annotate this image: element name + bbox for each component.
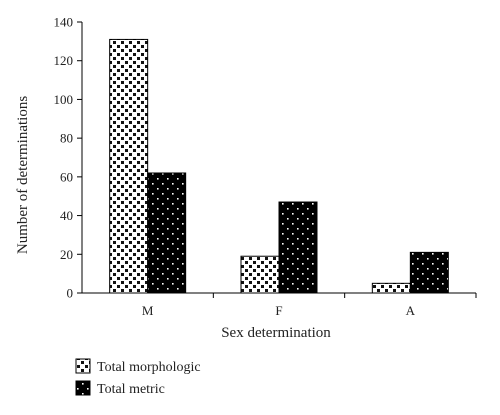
y-tick-label: 140	[54, 15, 74, 30]
legend-item-total-metric: Total metric	[75, 380, 165, 397]
bar-total-metric-f	[278, 201, 318, 294]
bar-total-morphologic-a	[371, 282, 411, 294]
y-tick-label: 20	[60, 247, 73, 262]
y-tick-label: 0	[67, 286, 74, 301]
legend-swatch-total-metric	[75, 380, 91, 396]
y-axis-label: Number of determinations	[15, 96, 31, 254]
bar-total-metric-a	[409, 251, 449, 294]
y-tick-label: 60	[60, 169, 73, 184]
legend: Total morphologic Total metric	[75, 358, 201, 397]
x-axis-label: Sex determination	[221, 325, 331, 341]
y-tick-label: 80	[60, 131, 73, 146]
x-tick-label-a: A	[406, 303, 416, 318]
x-tick-label-f: F	[275, 303, 282, 318]
y-tick-label: 100	[54, 92, 74, 107]
y-tick-label: 40	[60, 208, 73, 223]
legend-swatch-total-morphologic	[75, 358, 91, 374]
bar-total-morphologic-f	[240, 255, 280, 294]
legend-item-total-morphologic: Total morphologic	[75, 358, 201, 375]
bar-total-metric-m	[147, 172, 187, 294]
legend-label-total-metric: Total metric	[97, 382, 165, 397]
legend-label-total-morphologic: Total morphologic	[97, 360, 201, 375]
x-tick-label-m: M	[142, 303, 154, 318]
bar-total-morphologic-m	[109, 38, 149, 294]
y-tick-label: 120	[54, 53, 74, 68]
